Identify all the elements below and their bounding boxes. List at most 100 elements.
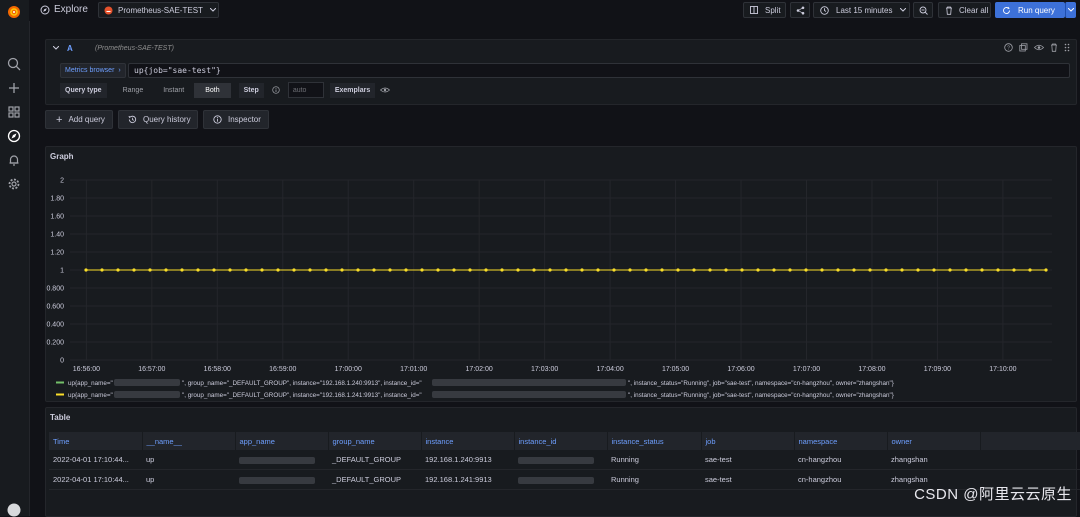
run-query-options-button[interactable] xyxy=(1065,2,1076,18)
step-label: Step xyxy=(238,82,264,98)
table-cell xyxy=(514,450,607,470)
data-point xyxy=(116,268,120,272)
column-header[interactable]: Time xyxy=(49,432,143,450)
search-icon[interactable] xyxy=(6,56,22,72)
column-header[interactable]: owner xyxy=(887,432,981,450)
data-point xyxy=(468,268,472,272)
data-point xyxy=(180,268,184,272)
table-header-row: Time __name__ app_name group_name instance in… xyxy=(49,432,1080,450)
drag-handle-icon[interactable] xyxy=(1064,43,1070,52)
query-type-instant[interactable]: Instant xyxy=(163,86,185,94)
data-point xyxy=(452,268,456,272)
data-point xyxy=(324,268,328,272)
query-history-button[interactable]: Query history xyxy=(118,110,198,129)
inspector-button[interactable]: Inspector xyxy=(203,110,269,129)
data-point xyxy=(372,268,376,272)
query-type-both[interactable]: Both xyxy=(194,82,231,98)
data-point xyxy=(644,268,648,272)
data-point xyxy=(1044,268,1048,272)
grafana-logo-icon[interactable] xyxy=(6,4,22,20)
table-cell: 192.168.1.241:9913 xyxy=(421,469,514,490)
data-point xyxy=(132,268,136,272)
refresh-icon xyxy=(1003,6,1010,14)
y-tick-label: 0.800 xyxy=(46,286,64,293)
data-point xyxy=(820,268,824,272)
table-cell: zhangshan xyxy=(887,450,980,470)
data-point xyxy=(564,268,568,272)
data-point xyxy=(276,268,280,272)
time-range-label: Last 15 minutes xyxy=(836,5,893,15)
data-point xyxy=(356,268,360,272)
query-type-range[interactable]: Range xyxy=(122,86,144,94)
delete-query-icon[interactable] xyxy=(1050,43,1058,52)
query-ref-id[interactable]: A xyxy=(67,44,73,53)
x-tick-label: 17:05:00 xyxy=(662,366,689,373)
explore-title-icon xyxy=(40,5,50,15)
metrics-browser-button[interactable]: Metrics browser › xyxy=(60,63,126,78)
time-range-picker[interactable]: Last 15 minutes xyxy=(813,2,910,18)
column-header[interactable]: app_name xyxy=(235,432,329,450)
split-button[interactable]: Split xyxy=(743,2,786,18)
alerting-bell-icon[interactable] xyxy=(6,152,22,168)
help-icon[interactable]: ? xyxy=(1004,43,1013,52)
toggle-visibility-eye-icon[interactable] xyxy=(1034,43,1044,52)
table-cell: _DEFAULT_GROUP xyxy=(328,450,421,470)
column-header[interactable]: Value #A xyxy=(980,432,1080,450)
data-point xyxy=(580,268,584,272)
column-header[interactable]: __name__ xyxy=(142,432,236,450)
run-query-button[interactable]: Run query xyxy=(995,2,1065,18)
data-point xyxy=(100,268,104,272)
legend-label-end: ", instance_status="Running", job="sae-t… xyxy=(628,392,894,399)
y-tick-label: 0.400 xyxy=(46,322,64,329)
column-header[interactable]: namespace xyxy=(794,432,888,450)
query-expression-input[interactable]: up{job="sae-test"} xyxy=(128,63,1070,78)
legend-redacted-instance-id xyxy=(432,391,626,398)
add-query-button[interactable]: + Add query xyxy=(45,110,113,129)
user-avatar[interactable] xyxy=(7,503,21,517)
table-cell: sae-test xyxy=(701,469,794,490)
table-row: 2022-04-01 17:10:44... up _DEFAULT_GROUP 19… xyxy=(49,450,1080,470)
zoom-out-button[interactable] xyxy=(913,2,933,18)
x-tick-label: 17:08:00 xyxy=(858,366,885,373)
share-button[interactable] xyxy=(790,2,810,18)
table-panel: Table Time __name__ app_name group_name inst… xyxy=(45,407,1080,517)
column-header[interactable]: group_name xyxy=(328,432,422,450)
x-tick-label: 17:04:00 xyxy=(596,366,623,373)
data-point xyxy=(900,268,904,272)
column-header[interactable]: instance_status xyxy=(607,432,702,450)
data-point xyxy=(244,268,248,272)
table-cell: up xyxy=(142,450,235,470)
column-header[interactable]: job xyxy=(701,432,795,450)
column-header[interactable]: instance_id xyxy=(514,432,608,450)
x-tick-label: 16:57:00 xyxy=(138,366,165,373)
step-input[interactable]: auto xyxy=(287,82,324,98)
datasource-picker[interactable]: Prometheus-SAE-TEST xyxy=(98,2,219,18)
table-panel-title: Table xyxy=(50,413,71,422)
chevron-down-icon xyxy=(900,8,907,12)
table-cell xyxy=(514,469,607,490)
trash-icon xyxy=(946,6,952,15)
data-point xyxy=(404,268,408,272)
explore-compass-icon[interactable] xyxy=(6,128,22,144)
column-header[interactable]: instance xyxy=(421,432,515,450)
x-tick-label: 17:01:00 xyxy=(400,366,427,373)
duplicate-query-icon[interactable] xyxy=(1019,43,1028,52)
collapse-chevron-icon[interactable] xyxy=(53,46,59,50)
query-row: A (Prometheus-SAE-TEST) ? Metrics browse… xyxy=(45,39,1077,105)
graph-chart[interactable]: 2 1.80 1.60 1.40 1.20 1 0.800 0.600 0.400 0.200 0 1… xyxy=(46,147,1076,401)
y-tick-label: 0.600 xyxy=(46,304,64,311)
y-tick-label: 1.80 xyxy=(50,196,64,203)
data-point xyxy=(980,268,984,272)
plus-icon[interactable] xyxy=(6,80,22,96)
legend-label-end: ", instance_status="Running", job="sae-t… xyxy=(628,380,894,387)
dashboards-icon[interactable] xyxy=(6,104,22,120)
top-bar: Explore Prometheus-SAE-TEST Split Last 1… xyxy=(29,0,1080,21)
data-point xyxy=(740,268,744,272)
data-point xyxy=(532,268,536,272)
data-point xyxy=(996,268,1000,272)
configuration-gear-icon[interactable] xyxy=(6,176,22,192)
data-point xyxy=(884,268,888,272)
table-cell: 1 xyxy=(980,450,1080,470)
clear-all-button[interactable]: Clear all xyxy=(938,2,991,18)
exemplars-toggle-icon[interactable] xyxy=(380,86,391,94)
